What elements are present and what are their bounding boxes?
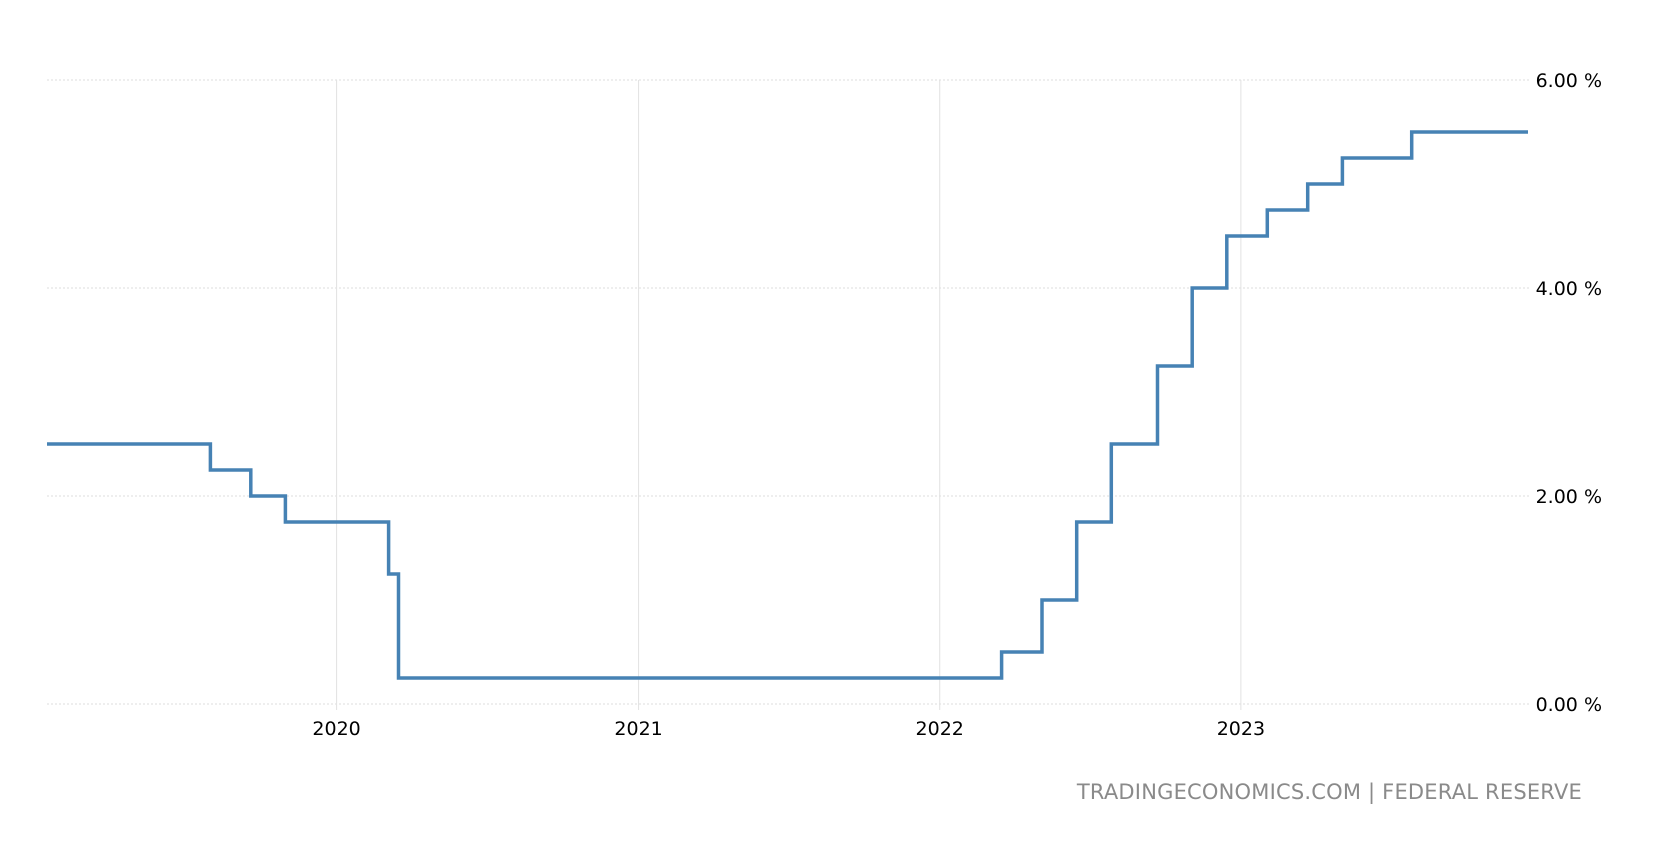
y-tick-label: 2.00 % [1536,486,1602,508]
y-tick-label: 4.00 % [1536,278,1602,300]
series-line [47,130,1528,680]
x-tick-label: 2023 [1217,718,1265,740]
x-tick-label: 2020 [312,718,360,740]
series-layer [47,130,1528,680]
y-tick-label: 6.00 % [1536,70,1602,92]
y-tick-label: 0.00 % [1536,694,1602,716]
x-tick-label: 2022 [916,718,964,740]
grid-layer [47,79,1530,710]
source-attribution: TRADINGECONOMICS.COM | FEDERAL RESERVE [1076,780,1582,805]
tick-layer: 0.00 % 2.00 % 4.00 % 6.00 % 2020 2021 2022 2023 [312,70,1602,740]
x-tick-label: 2021 [614,718,662,740]
